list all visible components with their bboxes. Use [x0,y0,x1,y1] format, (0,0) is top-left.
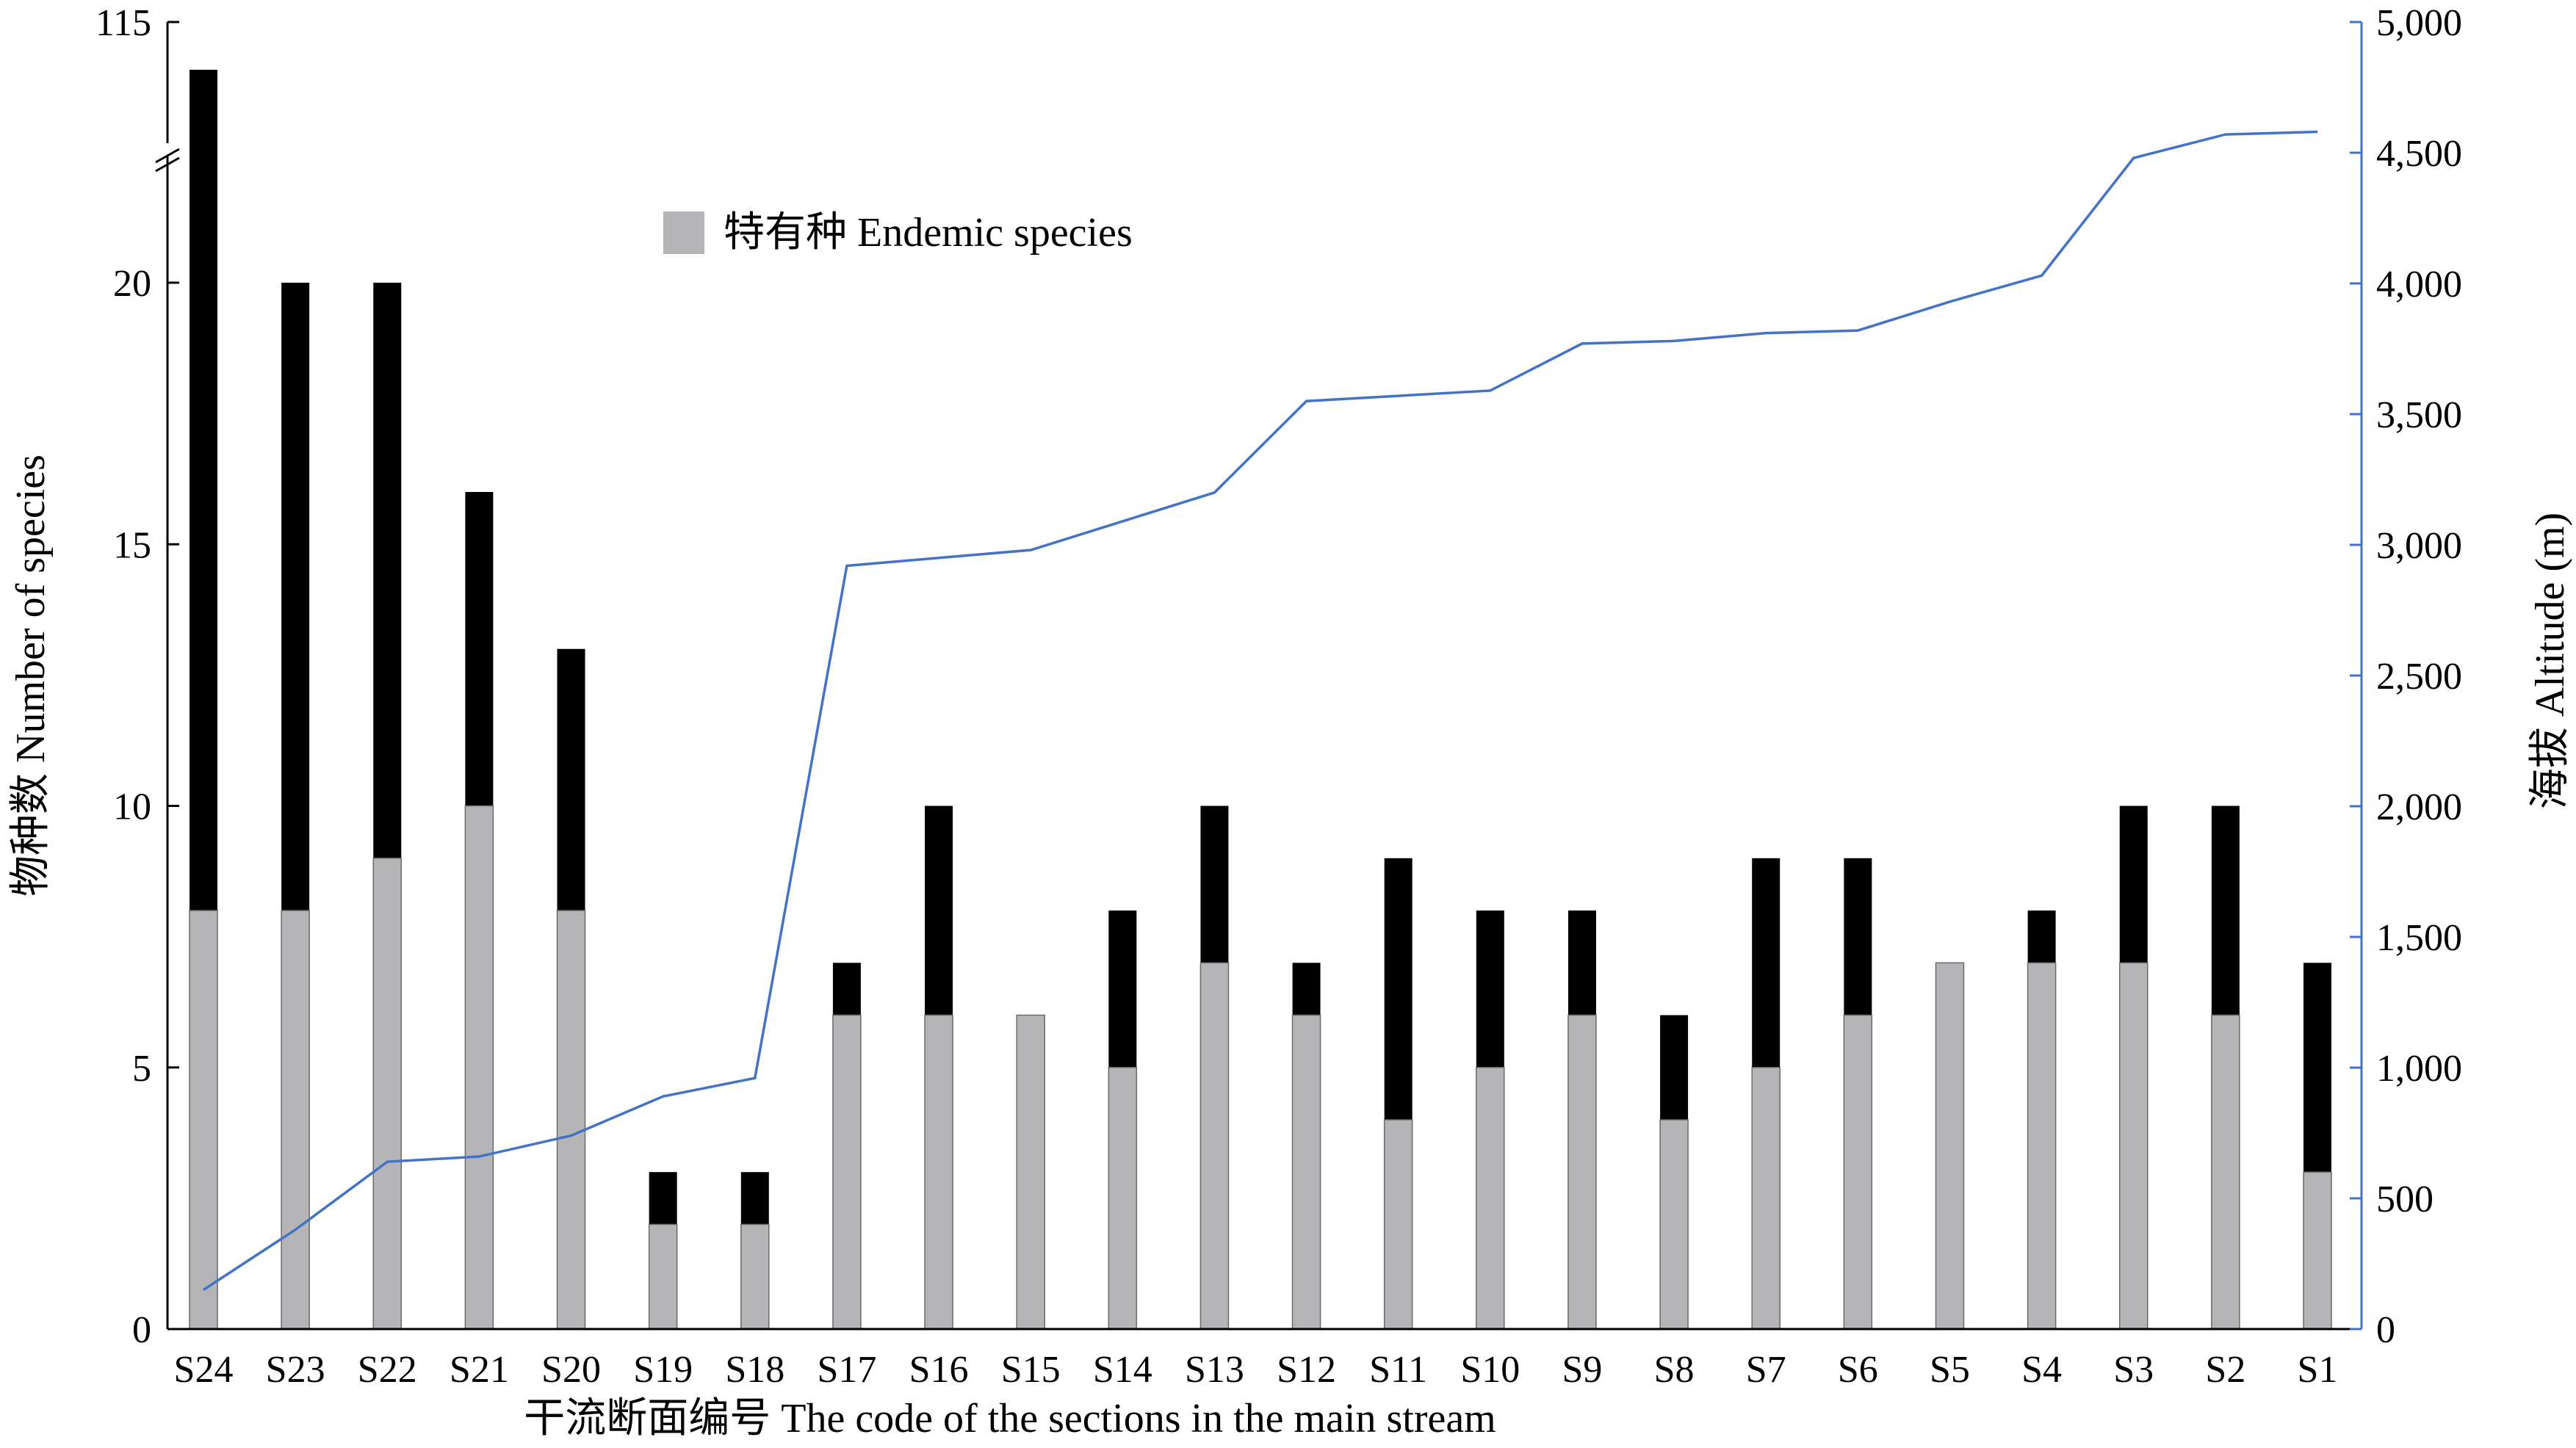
x-tick-label: S15 [1001,1349,1061,1391]
bar-endemic-S21 [464,805,494,1330]
bar-endemic-S13 [1199,962,1230,1330]
y-tick-label-left: 20 [113,263,151,305]
x-tick-label: S23 [266,1349,325,1391]
bar-endemic-S19 [648,1223,678,1330]
bar-total-S6 [1844,858,1872,1016]
y-tick-label-left-top: 115 [95,2,151,44]
bar-endemic-S23 [281,910,310,1330]
bar-total-S11 [1384,858,1413,1120]
bar-total-S4 [2027,911,2056,963]
bar-endemic-S8 [1659,1119,1689,1330]
x-tick-label: S16 [909,1349,969,1391]
x-tick-label: S19 [633,1349,693,1391]
legend-swatch [663,211,704,254]
y-tick-label-right: 0 [2376,1309,2395,1351]
altitude-line [203,130,2318,1292]
bar-endemic-S20 [556,910,586,1330]
y-tick-label-right: 3,500 [2376,394,2462,436]
bar-endemic-S4 [2027,962,2057,1330]
axis-break-mark-2 [155,156,180,173]
x-tick-label: S13 [1185,1349,1244,1391]
x-tick-label: S1 [2298,1349,2338,1391]
bar-total-S23 [281,283,310,911]
bar-endemic-S1 [2303,1171,2332,1330]
bar-total-S2 [2211,806,2240,1016]
bar-total-S16 [925,806,953,1016]
axis-break-mark-1 [155,148,180,164]
bar-total-S24 [190,70,217,911]
bar-endemic-S18 [740,1223,770,1330]
bars-layer [189,70,2332,1330]
ticks-layer: 0 5 10 15 20 115 0 500 1,000 1,500 2,000 2,500 3,000… [95,2,2462,1391]
x-tick-label: S8 [1654,1349,1695,1391]
y-tick-label-left: 10 [113,786,151,828]
x-tick-label: S7 [1746,1349,1786,1391]
bar-total-S12 [1292,963,1321,1016]
y-tick-label-right: 4,500 [2376,133,2462,175]
y-tick-label-left: 0 [132,1309,151,1351]
bar-total-S1 [2303,963,2331,1173]
x-tick-label: S17 [817,1349,876,1391]
bar-total-S14 [1108,911,1137,1068]
x-tick-label: S24 [174,1349,234,1391]
bar-endemic-S3 [2118,962,2149,1330]
x-tick-label: S10 [1460,1349,1520,1391]
bar-endemic-S24 [189,910,218,1330]
bar-endemic-S22 [372,858,403,1330]
y-tick-label-right: 2,500 [2376,656,2462,698]
bar-total-S3 [2119,806,2148,963]
bar-endemic-S7 [1751,1067,1781,1330]
x-tick-label: S2 [2205,1349,2245,1391]
x-tick-label: S5 [1930,1349,1970,1391]
y-tick-label-right: 4,000 [2376,264,2462,305]
x-tick-label: S6 [1838,1349,1878,1391]
x-tick-label: S20 [541,1349,601,1391]
bar-total-S17 [832,963,861,1016]
bar-total-S22 [373,283,402,858]
y-tick-label-right: 3,000 [2376,525,2462,567]
y-tick-label-right: 1,000 [2376,1048,2462,1090]
bar-total-S13 [1200,806,1229,963]
bar-endemic-S17 [832,1014,862,1330]
x-axis-title: 干流断面编号 The code of the sections in the m… [524,1396,1496,1441]
bar-endemic-S9 [1567,1014,1597,1330]
x-tick-label: S11 [1369,1349,1427,1391]
bar-total-S18 [740,1172,769,1225]
bar-total-S10 [1476,911,1504,1068]
bar-total-S9 [1567,911,1596,1016]
y-axis-title-right: 海拔 Altitude (m) [2528,513,2573,809]
x-tick-label: S3 [2113,1349,2154,1391]
x-tick-label: S4 [2021,1349,2062,1391]
bar-total-S8 [1660,1015,1689,1120]
y-tick-label-right: 1,500 [2376,917,2462,959]
bar-endemic-S10 [1476,1067,1505,1330]
x-tick-label: S21 [450,1349,509,1391]
x-tick-label: S18 [725,1349,784,1391]
x-tick-label: S22 [358,1349,417,1391]
legend-label: 特有种 Endemic species [724,210,1133,256]
bar-endemic-S15 [1016,1014,1045,1330]
bar-endemic-S6 [1843,1014,1873,1330]
x-tick-label: S12 [1277,1349,1336,1391]
bar-total-S21 [465,492,494,806]
bar-total-S19 [649,1172,677,1225]
bar-endemic-S11 [1383,1119,1413,1330]
x-tick-label: S14 [1093,1349,1152,1391]
y-tick-label-left: 5 [132,1048,151,1090]
bar-endemic-S2 [2211,1014,2240,1330]
bar-endemic-S16 [924,1014,953,1330]
x-tick-label: S9 [1562,1349,1602,1391]
y-tick-label-right: 2,000 [2376,786,2462,828]
y-tick-label-right: 5,000 [2376,2,2462,44]
bar-total-S20 [557,648,585,911]
y-tick-label-right: 500 [2376,1179,2434,1220]
bar-endemic-S12 [1291,1014,1321,1330]
bar-total-S7 [1752,858,1781,1068]
y-axis-title-left: 物种数 Number of species [8,455,54,897]
altitude-line-layer [203,130,2318,1292]
y-tick-label-left: 15 [113,524,151,566]
bar-endemic-S5 [1935,962,1965,1330]
bar-endemic-S14 [1108,1067,1138,1330]
